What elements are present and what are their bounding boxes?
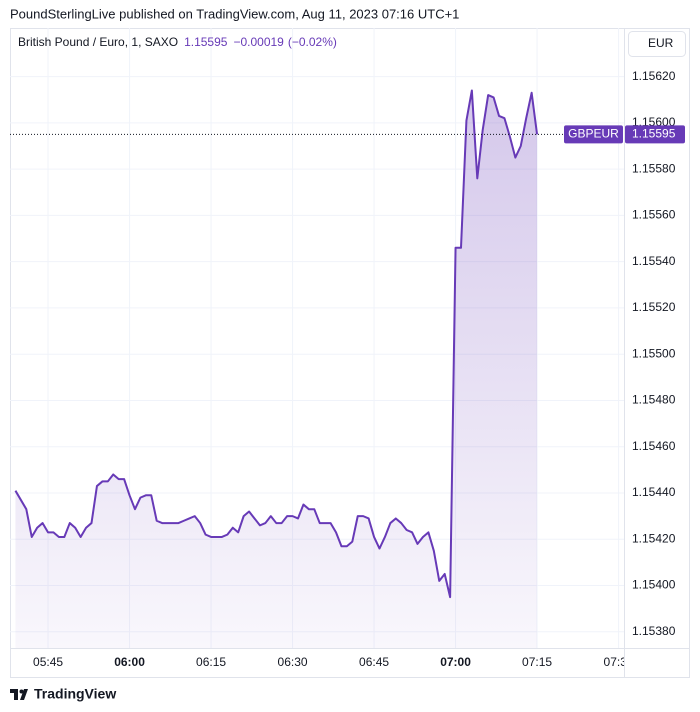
y-tick-label: 1.15400 bbox=[632, 578, 676, 592]
chart-frame bbox=[10, 28, 690, 678]
y-tick-label: 1.15540 bbox=[632, 254, 676, 268]
currency-label[interactable]: EUR bbox=[648, 36, 674, 50]
footer-brand: TradingView bbox=[34, 686, 116, 702]
legend-symbol: British Pound / Euro, 1, SAXO bbox=[18, 35, 178, 49]
x-tick-label: 07:30 bbox=[604, 655, 634, 669]
y-tick-label: 1.15460 bbox=[632, 439, 676, 453]
x-tick-label: 05:45 bbox=[33, 655, 63, 669]
footer-logo bbox=[10, 689, 28, 700]
price-tag-symbol: GBPEUR bbox=[568, 127, 619, 141]
currency-button[interactable] bbox=[628, 31, 686, 57]
y-tick-label: 1.15500 bbox=[632, 346, 676, 360]
x-tick-label: 06:45 bbox=[359, 655, 389, 669]
price-tag-bg bbox=[564, 125, 623, 144]
x-tick-label: 06:00 bbox=[114, 655, 145, 669]
y-tick-label: 1.15420 bbox=[632, 531, 676, 545]
y-tick-label: 1.15580 bbox=[632, 161, 676, 175]
y-tick-label: 1.15380 bbox=[632, 624, 676, 638]
x-tick-label: 07:15 bbox=[522, 655, 552, 669]
legend-change: −0.00019 bbox=[233, 35, 284, 49]
y-tick-label: 1.15440 bbox=[632, 485, 676, 499]
y-tick-label: 1.15560 bbox=[632, 208, 676, 222]
time-axis: 05:45 06:00 06:15 06:30 06:45 07:00 07:15 07:30 bbox=[33, 655, 634, 669]
axes: 1.15380 1.15400 1.15420 1.15440 1.15460 1.154… bbox=[632, 69, 676, 638]
plot-area bbox=[10, 89, 624, 648]
y-tick-label: 1.15480 bbox=[632, 393, 676, 407]
header-title: PoundSterlingLive published on TradingVi… bbox=[10, 6, 459, 21]
y-tick-label: 1.15520 bbox=[632, 300, 676, 314]
price-label: 1.15595 bbox=[632, 127, 676, 141]
legend: British Pound / Euro, 1, SAXO 1.15595 −0.0… bbox=[18, 35, 337, 49]
x-tick-label: 06:30 bbox=[278, 655, 308, 669]
x-tick-label: 06:15 bbox=[196, 655, 226, 669]
y-tick-label: 1.15620 bbox=[632, 69, 676, 83]
price-line bbox=[14, 89, 539, 599]
area-fill bbox=[15, 90, 538, 648]
legend-price: 1.15595 bbox=[184, 35, 228, 49]
legend-change-pct: (−0.02%) bbox=[288, 35, 337, 49]
x-tick-label: 07:00 bbox=[440, 655, 471, 669]
price-label-bg bbox=[625, 125, 685, 144]
